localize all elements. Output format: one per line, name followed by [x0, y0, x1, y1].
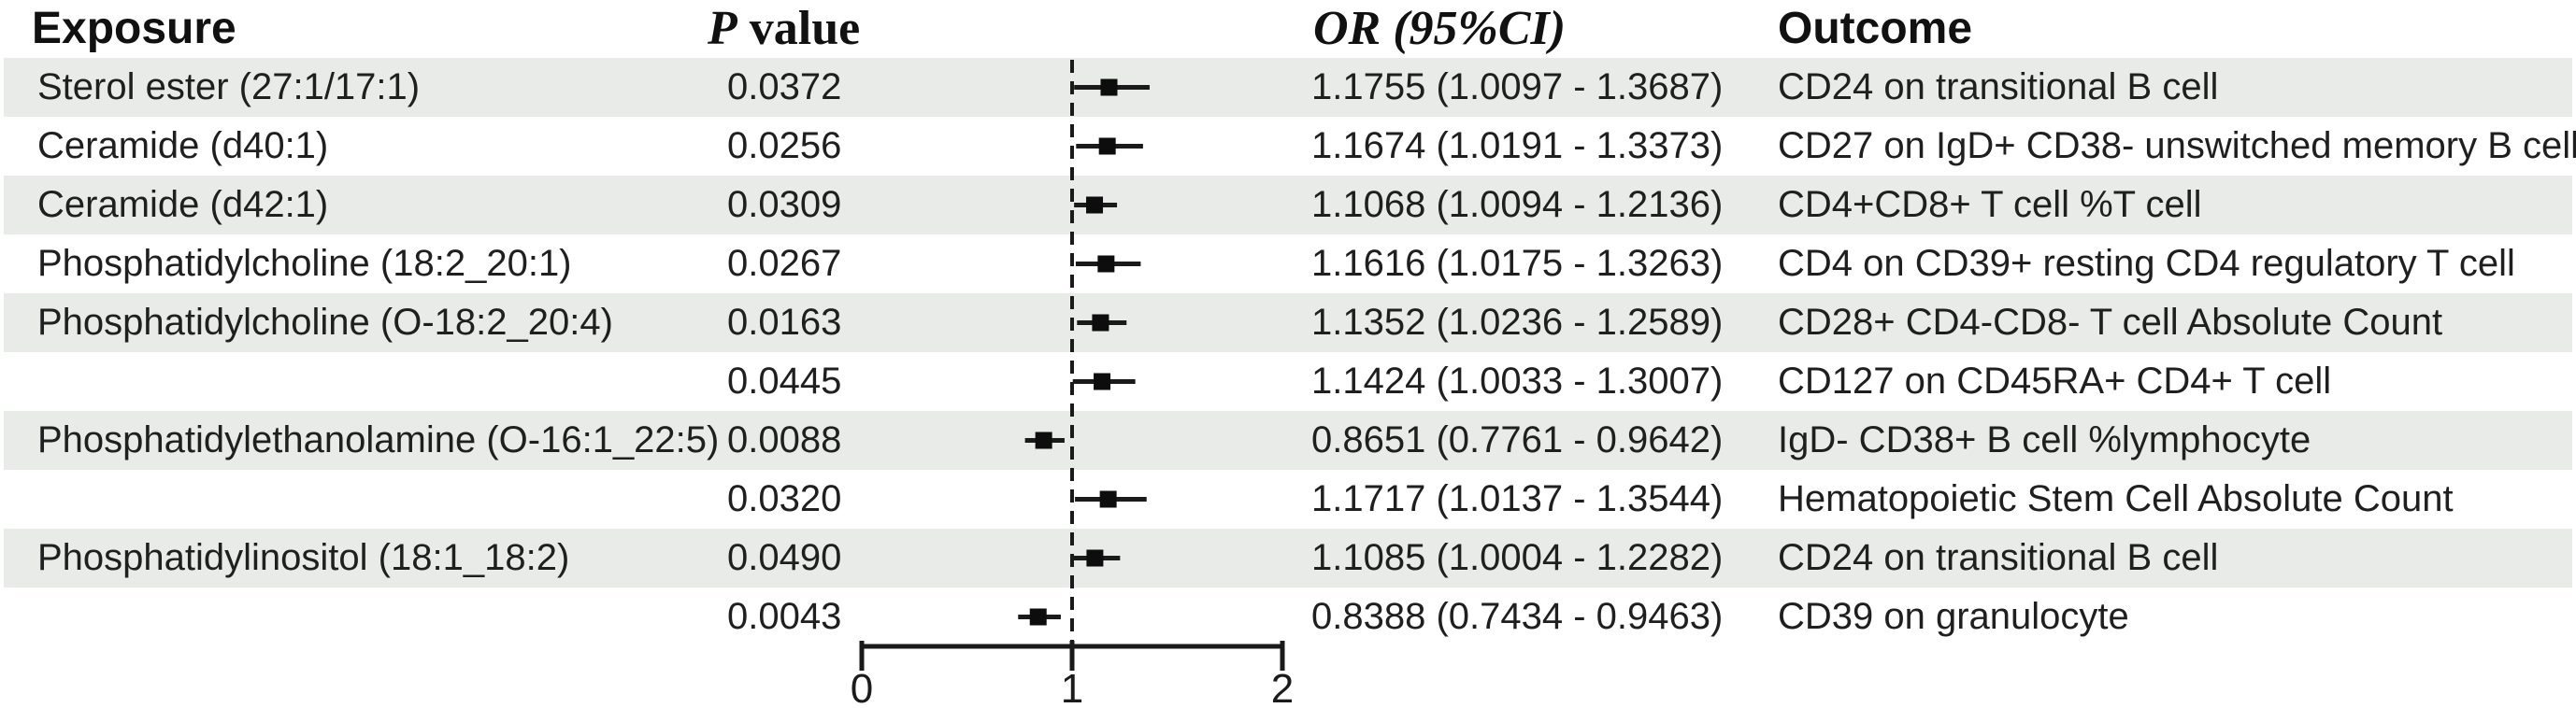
or-ci-text: 1.1068 (1.0094 - 1.2136) — [1311, 184, 1724, 225]
p-value: 0.0309 — [727, 184, 842, 225]
exposure-label: Ceramide (d40:1) — [37, 125, 329, 166]
row-band — [4, 529, 2572, 588]
exposure-label: Ceramide (d42:1) — [37, 184, 329, 225]
x-axis-tick-label: 2 — [1271, 666, 1294, 708]
or-ci-text: 1.1717 (1.0137 - 1.3544) — [1311, 478, 1724, 519]
column-header-outcome: Outcome — [1778, 4, 1973, 53]
pvalue-header-rest: value — [737, 2, 861, 55]
or-ci-text: 1.1424 (1.0033 - 1.3007) — [1311, 361, 1724, 402]
or-marker — [1086, 196, 1104, 214]
p-value: 0.0163 — [727, 302, 842, 343]
or-marker — [1035, 432, 1052, 449]
or-ci-text: 0.8388 (0.7434 - 0.9463) — [1311, 596, 1724, 637]
or-marker — [1092, 314, 1109, 332]
outcome-label: CD24 on transitional B cell — [1778, 66, 2219, 107]
or-marker — [1029, 608, 1047, 626]
or-marker — [1099, 490, 1117, 508]
exposure-label: Phosphatidylcholine (18:2_20:1) — [37, 243, 572, 284]
or-ci-text: 1.1755 (1.0097 - 1.3687) — [1311, 66, 1724, 107]
exposure-label: Phosphatidylethanolamine (O-16:1_22:5) — [37, 419, 720, 460]
exposure-label: Phosphatidylcholine (O-18:2_20:4) — [37, 302, 613, 343]
or-ci-text: 1.1352 (1.0236 - 1.2589) — [1311, 302, 1724, 343]
or-ci-text: 1.1616 (1.0175 - 1.3263) — [1311, 243, 1724, 284]
column-header-pvalue: P value — [708, 2, 860, 56]
p-value: 0.0490 — [727, 537, 842, 578]
p-value: 0.0372 — [727, 66, 842, 107]
outcome-label: CD27 on IgD+ CD38- unswitched memory B c… — [1778, 125, 2576, 166]
outcome-label: CD4 on CD39+ resting CD4 regulatory T ce… — [1778, 243, 2515, 284]
row-band — [4, 293, 2572, 352]
or-ci-text: 1.1085 (1.0004 - 1.2282) — [1311, 537, 1724, 578]
p-value: 0.0088 — [727, 419, 842, 460]
outcome-label: CD28+ CD4-CD8- T cell Absolute Count — [1778, 302, 2443, 343]
outcome-label: Hematopoietic Stem Cell Absolute Count — [1778, 478, 2454, 519]
p-value: 0.0256 — [727, 125, 842, 166]
p-value: 0.0043 — [727, 596, 842, 637]
row-band — [4, 176, 2572, 234]
outcome-label: CD39 on granulocyte — [1778, 596, 2129, 637]
outcome-label: CD24 on transitional B cell — [1778, 537, 2219, 578]
row-band — [4, 411, 2572, 470]
exposure-label: Sterol ester (27:1/17:1) — [37, 66, 421, 107]
x-axis-tick-label: 0 — [851, 666, 873, 708]
outcome-label: CD4+CD8+ T cell %T cell — [1778, 184, 2202, 225]
or-ci-text: 1.1674 (1.0191 - 1.3373) — [1311, 125, 1724, 166]
or-marker — [1100, 78, 1118, 96]
or-marker — [1097, 255, 1115, 273]
row-band — [4, 58, 2572, 117]
or-marker — [1094, 373, 1111, 390]
outcome-label: IgD- CD38+ B cell %lymphocyte — [1778, 419, 2311, 460]
p-value: 0.0267 — [727, 243, 842, 284]
column-header-exposure: Exposure — [32, 4, 236, 53]
outcome-label: CD127 on CD45RA+ CD4+ T cell — [1778, 361, 2332, 402]
p-value: 0.0320 — [727, 478, 842, 519]
p-value: 0.0445 — [727, 361, 842, 402]
or-ci-text: 0.8651 (0.7761 - 0.9642) — [1311, 419, 1724, 460]
exposure-label: Phosphatidylinositol (18:1_18:2) — [37, 537, 570, 578]
column-header-or-ci: OR (95%CI) — [1313, 2, 1567, 55]
x-axis-tick-label: 1 — [1061, 666, 1083, 708]
or-marker — [1098, 137, 1116, 155]
or-marker — [1086, 549, 1104, 567]
pvalue-header-italic-p: P — [708, 2, 737, 55]
